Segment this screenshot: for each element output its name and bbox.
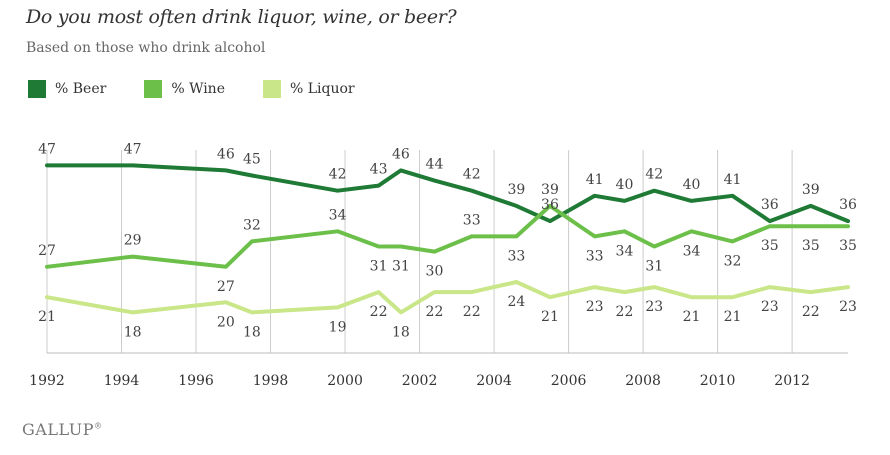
data-label-beer: 46	[392, 146, 410, 162]
data-label-wine: 35	[761, 238, 779, 254]
data-label-beer: 40	[616, 177, 634, 193]
data-label-liquor: 22	[463, 304, 481, 320]
data-label-liquor: 22	[426, 304, 444, 320]
x-tick-label-2008: 2008	[625, 373, 661, 389]
data-label-wine: 33	[508, 248, 526, 264]
chart-subtitle: Based on those who drink alcohol	[26, 40, 266, 56]
x-tick-label-2002: 2002	[402, 373, 438, 389]
data-label-liquor: 19	[329, 319, 347, 335]
data-label-wine: 35	[802, 238, 820, 254]
data-label-wine: 29	[124, 233, 142, 249]
data-label-liquor: 18	[124, 324, 142, 340]
legend-item-beer: % Beer	[28, 80, 106, 98]
data-label-wine: 32	[724, 253, 742, 269]
data-label-wine: 34	[616, 243, 634, 259]
data-label-wine: 33	[463, 212, 481, 228]
x-tick-label-1996: 1996	[178, 373, 214, 389]
data-label-liquor: 21	[38, 309, 56, 325]
data-label-wine: 32	[243, 217, 261, 233]
legend-item-wine: % Wine	[144, 80, 225, 98]
x-tick-label-1994: 1994	[104, 373, 140, 389]
data-label-liquor: 24	[508, 294, 526, 310]
gallup-logo: GALLUP®	[22, 420, 103, 439]
legend-item-liquor: % Liquor	[263, 80, 355, 98]
data-label-liquor: 21	[683, 309, 701, 325]
data-label-liquor: 23	[586, 299, 604, 315]
data-label-liquor: 23	[645, 299, 663, 315]
legend-swatch-beer	[28, 80, 46, 98]
x-tick-label-2004: 2004	[476, 373, 512, 389]
data-label-liquor: 18	[243, 324, 261, 340]
x-tick-label-2006: 2006	[551, 373, 587, 389]
data-label-beer: 41	[586, 172, 604, 188]
data-label-beer: 42	[645, 167, 663, 183]
data-label-wine: 27	[38, 243, 56, 259]
data-label-beer: 36	[541, 197, 559, 213]
data-label-wine: 34	[683, 243, 701, 259]
x-tick-label-2012: 2012	[774, 373, 810, 389]
legend-swatch-liquor	[263, 80, 281, 98]
data-label-wine: 31	[370, 259, 388, 275]
x-tick-label-2010: 2010	[700, 373, 736, 389]
data-label-beer: 39	[802, 182, 820, 198]
data-label-liquor: 22	[370, 304, 388, 320]
data-label-wine: 31	[645, 259, 663, 275]
legend: % Beer % Wine % Liquor	[28, 80, 393, 98]
series-line-liquor	[45, 280, 850, 315]
x-tick-label-1992: 1992	[29, 373, 65, 389]
data-label-beer: 39	[508, 182, 526, 198]
data-label-beer: 44	[426, 157, 444, 173]
series-line-beer	[45, 163, 850, 224]
data-label-wine: 33	[586, 248, 604, 264]
data-label-liquor: 21	[541, 309, 559, 325]
data-label-liquor: 20	[217, 314, 235, 330]
data-label-wine: 30	[426, 264, 444, 280]
data-label-beer: 40	[683, 177, 701, 193]
series-line-wine	[45, 203, 850, 269]
data-label-liquor: 23	[839, 299, 857, 315]
data-label-beer: 36	[761, 197, 779, 213]
data-label-liquor: 22	[802, 304, 820, 320]
data-label-beer: 47	[124, 141, 142, 157]
legend-label-liquor: % Liquor	[290, 81, 355, 97]
data-label-beer: 42	[463, 167, 481, 183]
x-tick-label-1998: 1998	[253, 373, 289, 389]
data-label-wine: 35	[839, 238, 857, 254]
data-label-beer: 42	[329, 167, 347, 183]
data-label-beer: 43	[370, 162, 388, 178]
data-label-beer: 47	[38, 141, 56, 157]
data-label-liquor: 23	[761, 299, 779, 315]
data-label-wine: 31	[392, 259, 410, 275]
legend-swatch-wine	[144, 80, 163, 98]
data-label-wine: 27	[217, 279, 235, 295]
data-label-liquor: 22	[616, 304, 634, 320]
data-label-beer: 46	[217, 146, 235, 162]
data-label-beer: 36	[839, 197, 857, 213]
chart-title: Do you most often drink liquor, wine, or…	[26, 6, 457, 28]
legend-label-beer: % Beer	[55, 81, 107, 97]
data-label-liquor: 18	[392, 324, 410, 340]
x-tick-label-2000: 2000	[327, 373, 363, 389]
legend-label-wine: % Wine	[171, 81, 225, 97]
data-label-liquor: 21	[724, 309, 742, 325]
data-label-wine: 34	[329, 207, 347, 223]
data-label-wine: 39	[541, 182, 559, 198]
data-label-beer: 41	[724, 172, 742, 188]
data-label-beer: 45	[243, 152, 261, 168]
